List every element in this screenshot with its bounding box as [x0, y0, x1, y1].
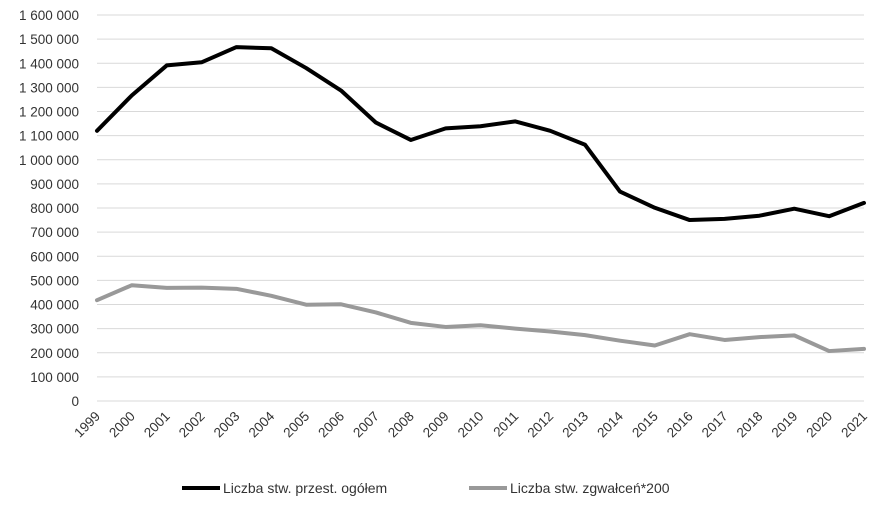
y-tick-label: 300 000	[30, 322, 79, 337]
x-tick-label: 2000	[106, 409, 138, 441]
x-tick-label: 2021	[838, 409, 870, 441]
x-tick-label: 2001	[141, 409, 173, 441]
x-tick-label: 2014	[594, 408, 626, 440]
x-tick-label: 1999	[71, 409, 103, 441]
x-tick-label: 2004	[246, 408, 278, 440]
legend-item-rapes-x200: Liczba stw. zgwałceń*200	[469, 480, 670, 496]
y-tick-label: 1 500 000	[19, 32, 79, 47]
y-tick-label: 1 000 000	[19, 153, 79, 168]
gridlines	[97, 14, 864, 402]
x-tick-label: 2012	[524, 409, 556, 441]
y-tick-label: 400 000	[30, 298, 79, 313]
x-tick-label: 2017	[699, 409, 731, 441]
y-tick-label: 500 000	[30, 273, 79, 288]
x-tick-label: 2005	[280, 409, 312, 441]
y-tick-label: 200 000	[30, 346, 79, 361]
y-tick-label: 100 000	[30, 370, 79, 385]
x-axis-ticks: 1999 2000 2001 2002 2003 2004 2005 2006 2007 2008…	[71, 408, 870, 440]
y-tick-label: 1 400 000	[19, 56, 79, 71]
x-tick-label: 2002	[176, 409, 208, 441]
y-tick-label: 1 600 000	[19, 8, 79, 23]
x-tick-label: 2010	[455, 409, 487, 441]
series-line-total-crimes	[95, 45, 866, 223]
legend: Liczba stw. przest. ogółem Liczba stw. z…	[182, 480, 670, 496]
series-line-rapes-x200	[95, 283, 866, 354]
y-tick-label: 0	[71, 394, 79, 409]
x-tick-label: 2003	[211, 409, 243, 441]
x-tick-label: 2015	[629, 409, 661, 441]
y-tick-label: 1 200 000	[19, 105, 79, 120]
y-tick-label: 900 000	[30, 177, 79, 192]
x-tick-label: 2006	[315, 409, 347, 441]
series-lines	[95, 45, 866, 354]
x-tick-label: 2007	[350, 409, 382, 441]
y-tick-label: 1 100 000	[19, 129, 79, 144]
x-tick-label: 2011	[490, 409, 521, 440]
x-tick-label: 2008	[385, 409, 417, 441]
x-tick-label: 2018	[734, 409, 766, 441]
legend-item-total-crimes: Liczba stw. przest. ogółem	[182, 480, 387, 496]
x-tick-label: 2016	[664, 409, 696, 441]
y-tick-label: 800 000	[30, 201, 79, 216]
x-tick-label: 2013	[559, 409, 591, 441]
legend-label-total-crimes: Liczba stw. przest. ogółem	[223, 480, 387, 496]
x-tick-label: 2020	[803, 409, 835, 441]
x-tick-label: 2019	[769, 409, 801, 441]
x-tick-label: 2009	[420, 409, 452, 441]
y-tick-label: 1 300 000	[19, 80, 79, 95]
y-tick-label: 700 000	[30, 225, 79, 240]
y-tick-label: 600 000	[30, 249, 79, 264]
legend-label-rapes-x200: Liczba stw. zgwałceń*200	[510, 480, 670, 496]
y-axis-ticks: 0 100 000 200 000 300 000 400 000 500 000 600 …	[19, 8, 79, 409]
